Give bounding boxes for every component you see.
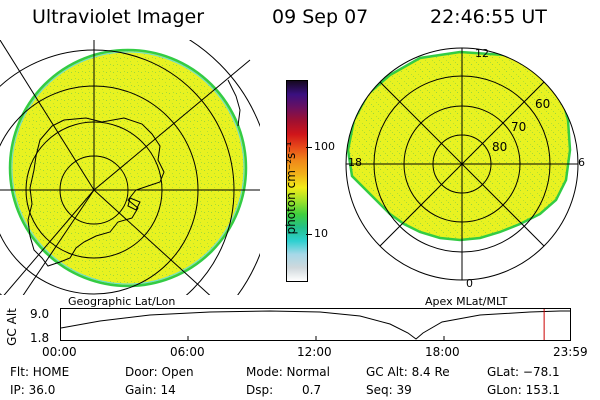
mlt-label-12: 12	[475, 47, 489, 60]
x-tick-2359: 23:59	[553, 345, 588, 359]
mlt-lines	[346, 48, 578, 280]
coastline	[27, 79, 241, 267]
altitude-x-ticks	[187, 336, 445, 341]
status-door: Door: Open	[125, 365, 194, 379]
mlt-label-18: 18	[348, 156, 362, 169]
colorbar-tick-10: 10	[314, 227, 328, 240]
altitude-curve	[60, 310, 570, 340]
mlt-label-0: 0	[466, 277, 473, 290]
status-gc-alt: GC Alt: 8.4 Re	[366, 365, 450, 379]
longitude-lines	[0, 40, 260, 295]
mlat-label-80: 80	[492, 140, 508, 154]
status-dsp-label: Dsp:	[246, 383, 274, 397]
header-date: 09 Sep 07	[272, 6, 369, 28]
status-ip: IP: 36.0	[10, 383, 56, 397]
altitude-y-max: 9.0	[30, 307, 50, 321]
altitude-y-min: 1.8	[30, 331, 50, 345]
geographic-map	[0, 40, 260, 295]
altitude-plot	[60, 308, 571, 341]
altitude-plot-frame	[60, 308, 571, 341]
aurora-image-disk	[8, 48, 248, 288]
tick-mark	[306, 234, 312, 235]
mlat-label-70: 70	[511, 120, 527, 134]
status-seq: Seq: 39	[366, 383, 412, 397]
app-title: Ultraviolet Imager	[32, 6, 205, 28]
status-flight: Flt: HOME	[10, 365, 70, 379]
geographic-caption: Geographic Lat/Lon	[68, 295, 176, 308]
altitude-axis-label: GC Alt	[5, 308, 19, 346]
x-tick-1800: 18:00	[425, 345, 460, 359]
x-tick-0000: 00:00	[42, 345, 77, 359]
color-scale-bar	[286, 80, 308, 282]
magnetic-caption: Apex MLat/MLT	[425, 295, 508, 308]
x-tick-1200: 12:00	[297, 345, 332, 359]
mlat-label-60: 60	[535, 97, 551, 111]
tick-mark	[306, 147, 312, 148]
magnetic-map	[345, 47, 579, 281]
colorbar-tick-100: 100	[314, 140, 335, 153]
mlt-label-6: 6	[578, 156, 585, 169]
status-gain: Gain: 14	[125, 383, 176, 397]
x-tick-0600: 06:00	[170, 345, 205, 359]
header-time: 22:46:55 UT	[430, 6, 547, 28]
status-mode: Mode: Normal	[246, 365, 330, 379]
status-dsp-value: 0.7	[302, 383, 322, 397]
colorbar-unit-label: photon cm⁻²s⁻¹	[284, 141, 298, 235]
status-glat: GLat: −78.1	[487, 365, 560, 379]
status-glon: GLon: 153.1	[487, 383, 560, 397]
